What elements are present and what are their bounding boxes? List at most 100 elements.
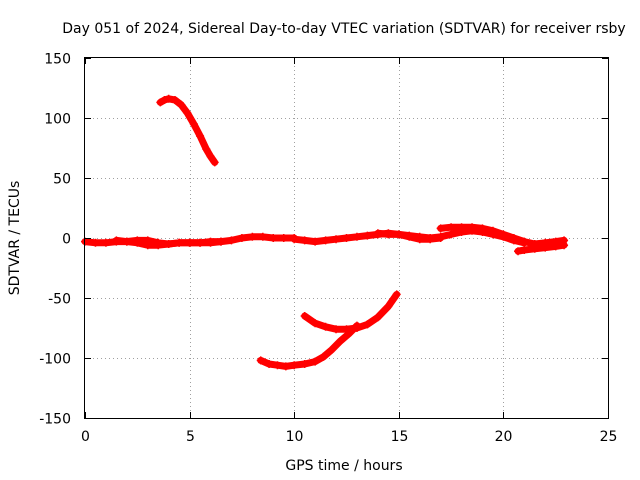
y-tick-label: -100 [39,352,71,368]
data-point [175,238,184,247]
data-point [392,290,401,299]
data-point [164,94,173,103]
data-point [154,241,163,250]
x-tick-label: 10 [286,429,304,445]
data-series [81,94,569,371]
x-tick-label: 5 [186,429,195,445]
data-point [384,230,393,239]
data-point [394,230,403,239]
data-point [210,158,219,167]
data-point [311,237,320,246]
data-point [457,223,466,232]
data-point [300,312,309,320]
data-point [91,238,100,247]
series-line [301,290,401,333]
data-point [352,232,361,241]
data-point [290,235,299,244]
data-point [319,352,328,361]
data-point [133,238,142,247]
data-point [273,361,282,370]
data-point [122,237,131,246]
data-point [363,231,372,240]
chart-title: Day 051 of 2024, Sidereal Day-to-day VTE… [62,21,625,37]
data-point [530,244,539,253]
data-point [560,241,569,250]
data-point [384,302,393,311]
data-point [327,345,336,354]
x-tick-label: 0 [81,429,90,445]
data-point [183,109,192,118]
data-point [468,223,477,232]
y-tick-label: -50 [48,292,71,308]
data-point [373,229,382,238]
data-point [321,322,330,331]
data-point [300,236,309,245]
data-point [363,320,372,329]
data-point [426,234,435,242]
data-point [342,325,351,334]
x-tick-label: 15 [391,429,409,445]
data-point [265,360,274,368]
y-tick-label: 100 [44,112,71,128]
data-point [216,237,225,246]
axis-ticks: 0 5 10 15 20 25 -150 -100 -50 0 50 100 150 [39,52,617,446]
data-point [415,232,424,241]
data-point [551,242,560,251]
x-tick-label: 25 [600,429,618,445]
data-point [160,96,169,104]
data-point [206,237,215,246]
data-point [405,231,414,240]
data-point [202,145,211,154]
data-point [156,98,165,107]
data-point [164,240,173,248]
data-point [177,100,186,109]
data-point [514,247,523,256]
data-point [196,238,205,247]
y-tick-label: 150 [44,52,71,68]
y-tick-label: 0 [62,232,71,248]
data-point [206,152,215,161]
data-point [520,237,529,246]
data-point [488,226,497,235]
data-point [436,232,445,241]
data-point [256,356,265,365]
data-point [281,362,290,371]
data-point [311,319,320,328]
data-point [196,132,205,140]
y-tick-label: 50 [53,172,71,188]
data-point [499,230,508,239]
data-point [311,357,320,366]
data-point [185,238,194,247]
data-point [332,235,341,244]
data-point [342,234,351,242]
data-point [352,324,361,332]
data-point [237,234,246,242]
data-point [269,234,278,242]
data-point [541,243,550,252]
data-point [509,234,518,242]
x-axis-label: GPS time / hours [285,458,402,474]
y-axis-label: SDTVAR / TECUs [7,181,23,296]
data-point [300,360,309,368]
x-tick-label: 20 [495,429,513,445]
data-point [248,232,257,241]
data-point [227,236,236,245]
data-point [321,236,330,245]
data-point [143,241,152,250]
data-point [101,238,110,247]
data-point [112,236,121,245]
data-point [332,325,341,334]
data-point [373,313,382,322]
data-point [189,120,198,128]
data-point [290,361,299,370]
data-point [170,96,179,104]
data-point [447,230,456,239]
data-point [478,224,487,233]
plot-frame [84,57,609,419]
data-point [447,223,456,232]
data-point [279,234,288,242]
data-point [520,246,529,254]
y-tick-label: -150 [39,412,71,428]
data-point [436,224,445,233]
